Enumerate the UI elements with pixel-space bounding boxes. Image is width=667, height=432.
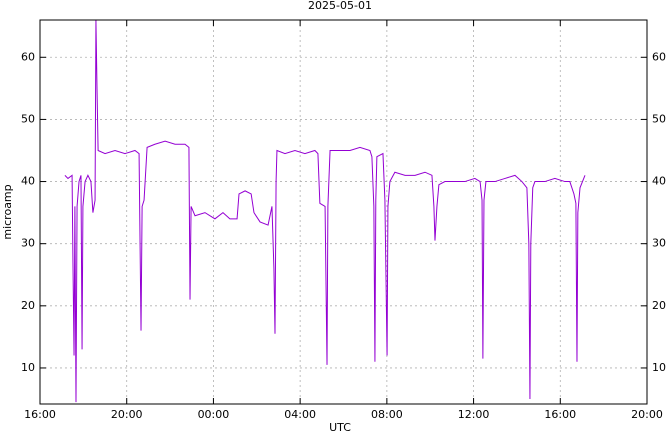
y-tick-label: 40: [21, 175, 35, 188]
x-tick-label: 16:00: [544, 408, 576, 421]
y-tick-label-right: 10: [652, 361, 666, 374]
x-tick-label: 08:00: [371, 408, 403, 421]
x-tick-label: 04:00: [284, 408, 316, 421]
x-axis-label: UTC: [329, 421, 351, 432]
x-tick-label: 20:00: [111, 408, 143, 421]
y-tick-label: 50: [21, 112, 35, 125]
y-tick-label-right: 20: [652, 299, 666, 312]
y-tick-label-right: 40: [652, 175, 666, 188]
y-tick-label-right: 60: [652, 50, 666, 63]
y-tick-label-right: 30: [652, 237, 666, 250]
y-tick-label: 10: [21, 361, 35, 374]
x-tick-label: 12:00: [458, 408, 490, 421]
chart-title: 2025-05-01: [308, 0, 372, 12]
y-tick-label: 60: [21, 50, 35, 63]
x-tick-label: 20:00: [631, 408, 663, 421]
x-tick-label: 00:00: [198, 408, 230, 421]
data-line: [64, 19, 586, 403]
x-tick-label: 16:00: [24, 408, 56, 421]
y-tick-label: 20: [21, 299, 35, 312]
y-tick-label-right: 50: [652, 112, 666, 125]
y-axis-label: microamp: [1, 184, 14, 239]
plot-frame: [39, 19, 648, 405]
y-tick-label: 30: [21, 237, 35, 250]
